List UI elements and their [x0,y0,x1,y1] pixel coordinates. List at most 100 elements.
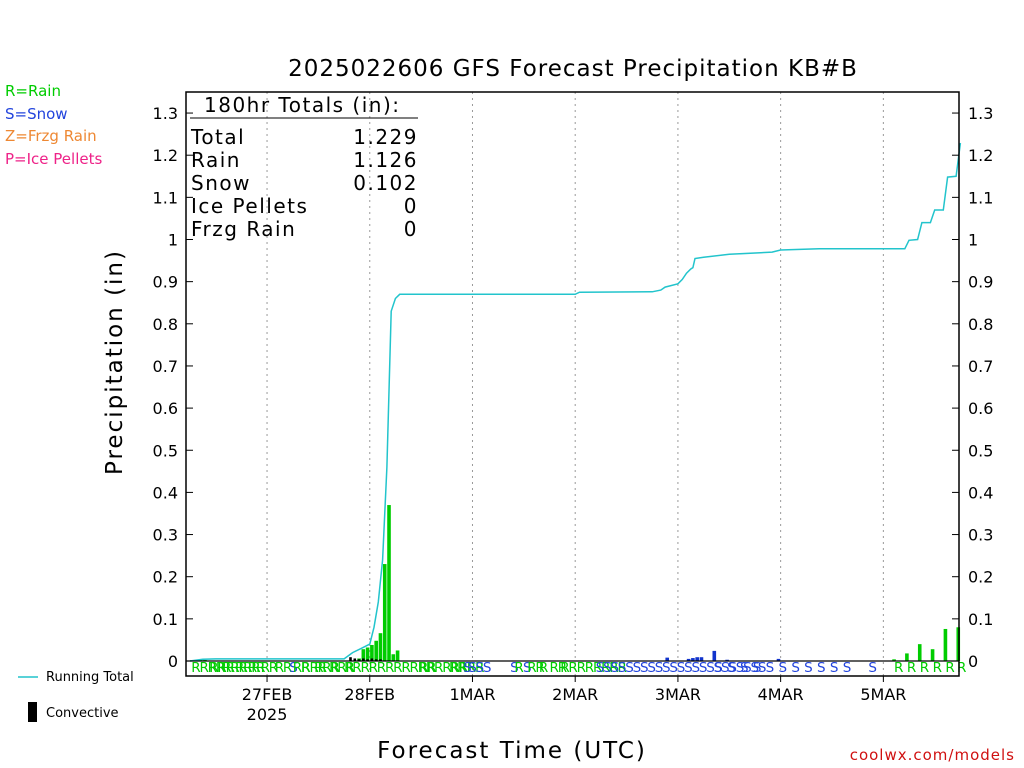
ptype-label: RRR [235,660,260,676]
ptype-label: S [817,660,825,676]
y-tick-label-left: 0.3 [153,526,178,545]
totals-row-value: 0.102 [353,171,418,195]
y-tick-label-left: 0.6 [153,399,178,418]
x-tick-label: 2MAR [552,685,598,704]
y-tick-label-right: 1.1 [968,188,993,207]
y-tick-label-left: 0 [168,652,178,671]
chart-title: 2025022606 GFS Forecast Precipitation KB… [288,56,858,82]
y-tick-label-left: 0.7 [153,357,178,376]
snow-bar [776,658,781,661]
ptype-label: RR [419,660,436,676]
y-tick-label-right: 0.3 [968,526,993,545]
running-total-legend-swatch [18,676,38,678]
ptype-label: S [868,660,876,676]
y-tick-label-left: 0.4 [153,483,178,502]
ptype-label: S [463,660,471,676]
convective-bar [370,658,374,661]
ptype-label: S [804,660,812,676]
y-tick-label-right: 0.6 [968,399,993,418]
convective-bar [374,659,378,661]
y-tick-label-left: 1.1 [153,188,178,207]
ptype-label: SSS [468,660,491,676]
y-tick-label-right: 0.5 [968,441,993,460]
ptype-label: R [894,660,903,676]
y-tick-label-left: 1 [168,231,178,250]
totals-row-label: Frzg Rain [191,217,296,241]
rain-bar [361,649,366,661]
y-tick-label-left: 1.3 [153,104,178,123]
y-tick-label-left: 1.2 [153,146,178,165]
x-tick-label: 28FEB [344,685,395,704]
ptype-label: S [714,660,722,676]
ptype-label: S [753,660,761,676]
key-snow: S=Snow [5,105,68,123]
totals-row-value: 0 [404,194,418,218]
x-tick-label: 3MAR [655,685,701,704]
rain-bar [930,649,935,661]
rain-bar [892,659,896,661]
plot-frame [185,91,960,677]
axes [185,91,960,677]
ptype-label: RR [449,660,466,676]
y-tick-label-right: 0.1 [968,610,993,629]
y-tick-label-right: 1 [968,231,978,250]
ptype-label: RRR [209,660,234,676]
ptype-label: S [523,660,531,676]
convective-legend-label: Convective [46,706,119,721]
x-tick-label: 5MAR [860,685,906,704]
snow-bar [699,657,704,661]
y-tick-label-right: 1.2 [968,146,993,165]
ptype-label: S [766,660,774,676]
ptype-label: R [539,660,548,676]
x-axis-label: Forecast Time (UTC) [377,738,647,764]
ptype-label: R [514,660,523,676]
key-rain: R=Rain [5,82,61,100]
rain-bar [370,644,374,661]
totals-row-value: 0 [404,217,418,241]
snow-bar [665,657,670,661]
ptype-label: R [907,660,916,676]
ptype-label: SSSSSSSSSSSSSSSSSSSSSSS [596,660,766,676]
ptype-label: S [289,660,297,676]
totals-row-label: Snow [191,171,251,195]
totals-box: 180hr Totals (in): Total 1.229 Rain 1.126 Sno… [190,93,418,241]
y-tick-label-right: 0.8 [968,315,993,334]
snow-bar [712,650,717,661]
ptype-label: S [740,660,748,676]
snow-bar [695,657,699,661]
y-tick-label-right: 0.4 [968,483,993,502]
credit-text: coolwx.com/models [849,746,1015,764]
rain-bar [905,653,909,661]
convective-bar [357,659,361,661]
rain-bar [391,654,396,661]
ptype-label: R [957,660,966,676]
convective-bar [366,659,369,661]
rain-bar [917,644,922,661]
ptype-label: RR [527,660,544,676]
ptype-label: S [779,660,787,676]
y-tick-label-right: 0.9 [968,273,993,292]
totals-heading: 180hr Totals (in): [204,93,401,117]
y-tick-label-left: 0.8 [153,315,178,334]
ptype-label: RR [248,660,265,676]
x-tick-label: 1MAR [449,685,495,704]
totals-row-value: 1.126 [353,148,418,172]
key-frzg-rain: Z=Frzg Rain [5,127,97,145]
snow-bar [691,658,695,661]
x-tick-label: 4MAR [758,685,804,704]
ptype-label: RR [293,660,310,676]
ptype-strip: RRRRRRRRRRRRRRRRRRRSRRRRRRRRRRRRRRRRRRRR… [191,660,967,676]
rain-bar [943,628,948,661]
ptype-label: R [945,660,954,676]
y-tick-label-left: 0.9 [153,273,178,292]
key-ice-pellets: P=Ice Pellets [5,150,103,168]
totals-row-value: 1.229 [353,125,418,149]
ptype-label: RRRR [191,660,225,676]
totals-row-label: Rain [191,148,241,172]
x-tick-sublabel: 2025 [247,705,288,724]
y-tick-label-left: 0.1 [153,610,178,629]
ptype-label: RRR [301,660,326,676]
y-tick-label-right: 0.7 [968,357,993,376]
precip-bars [190,505,961,661]
